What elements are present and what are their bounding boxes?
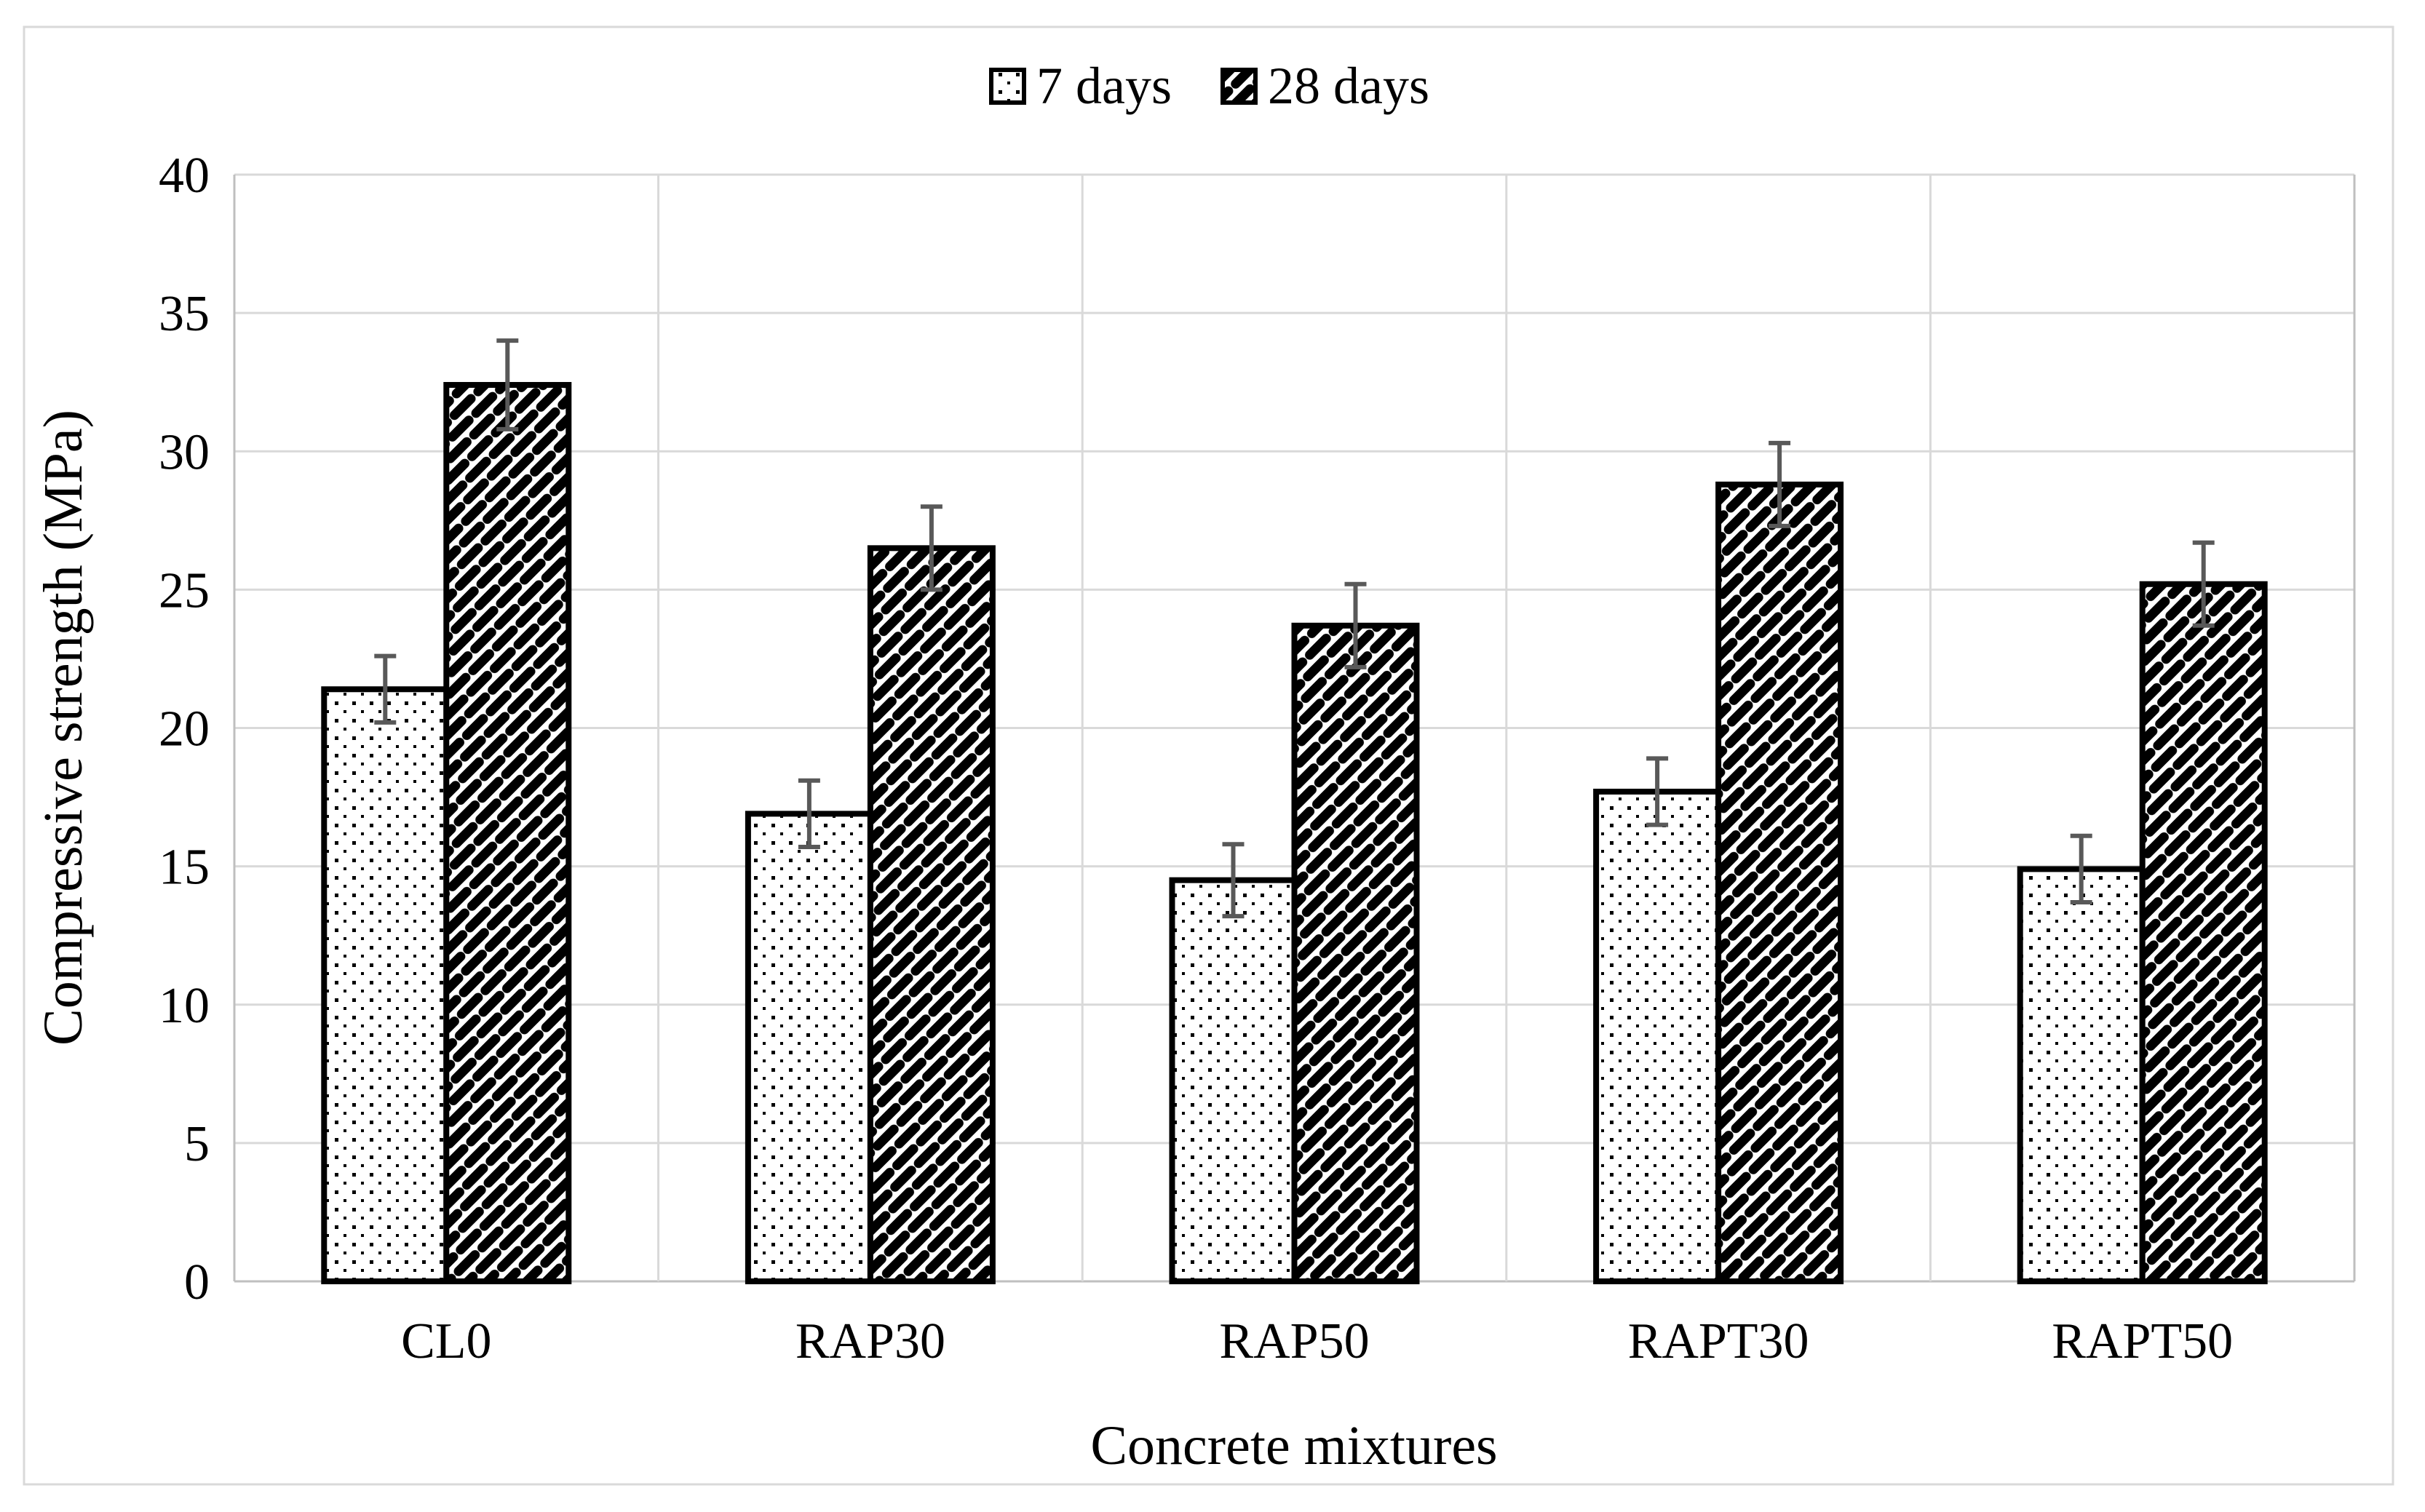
error-bar-28days-RAP50 [1344,581,1367,669]
gridlines [233,173,2356,1283]
error-bar-7days-RAP30 [798,778,820,850]
legend-label-7-days: 7 days [1036,57,1172,115]
y-tick-label-0: 0 [184,1254,210,1310]
x-category-label-RAPT50: RAPT50 [2052,1313,2233,1369]
bar-28days-RAP50 [1291,622,1420,1284]
figure-border [23,25,2394,1486]
x-category-label-RAP50: RAP50 [1219,1313,1369,1369]
error-bar-7days-RAPT30 [1646,756,1669,827]
error-bar-28days-RAPT30 [1769,440,1791,528]
bars [321,381,2268,1284]
error-bars [374,338,2215,919]
bar-28days-CL0 [443,381,572,1284]
bar-7days-RAPT30 [1593,788,1722,1284]
legend: 7 days 28 days [989,57,1429,115]
bar-28days-RAP30 [867,545,996,1284]
bar-7days-RAPT50 [2017,866,2146,1284]
bar-7days-RAP50 [1169,877,1298,1284]
error-bar-28days-CL0 [496,338,519,431]
legend-swatch-28-days [1221,68,1258,105]
y-tick-label-25: 25 [159,562,210,618]
error-bar-7days-CL0 [374,653,397,725]
y-tick-label-40: 40 [159,148,210,204]
error-bar-28days-RAP30 [920,504,942,592]
error-bar-7days-RAP50 [1222,842,1245,919]
y-tick-label-30: 30 [159,424,210,480]
error-bar-28days-RAPT50 [2192,540,2215,628]
y-tick-label-20: 20 [159,701,210,757]
legend-swatch-7-days [989,68,1026,105]
x-category-label-RAP30: RAP30 [795,1313,945,1369]
error-bar-7days-RAPT50 [2070,833,2092,905]
y-axis-tick-labels: 0 5 10 15 20 25 30 35 40 [159,148,210,1310]
y-tick-label-15: 15 [159,840,210,896]
bar-7days-CL0 [321,686,450,1284]
legend-label-28-days: 28 days [1268,57,1429,115]
y-tick-label-5: 5 [184,1116,210,1172]
x-axis-category-labels: CL0 RAP30 RAP50 RAPT30 RAPT50 [401,1313,2233,1369]
y-axis-title: Compressive strength (MPa) [33,410,94,1046]
bar-28days-RAPT30 [1715,481,1844,1284]
x-category-label-RAPT30: RAPT30 [1628,1313,1809,1369]
bar-28days-RAPT50 [2139,581,2268,1284]
y-tick-label-35: 35 [159,286,210,342]
x-axis-title: Concrete mixtures [1090,1415,1497,1476]
x-category-label-CL0: CL0 [401,1313,491,1369]
bar-7days-RAP30 [745,811,873,1284]
y-tick-label-10: 10 [159,978,210,1034]
